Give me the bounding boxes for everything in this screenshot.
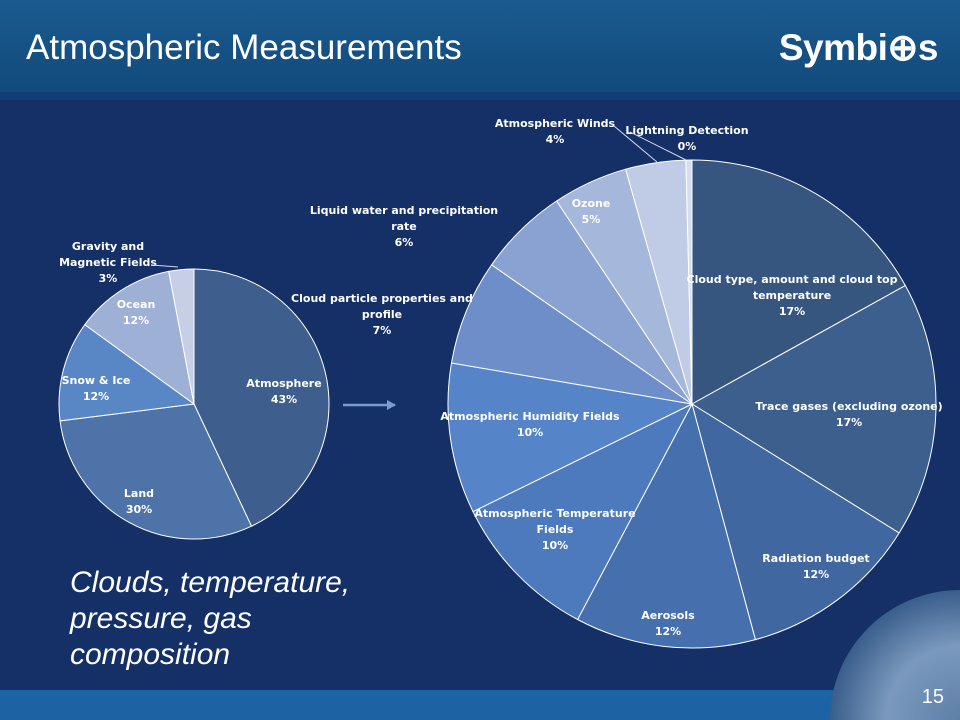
pie1-slice-2 (58, 323, 196, 422)
pie1-slice-1 (59, 403, 253, 540)
pie1-slice-3 (84, 270, 195, 406)
pie2-slice-2 (691, 402, 900, 641)
pie2-slice-5 (447, 362, 694, 513)
pie2-label-5: Atmospheric Humidity Fields 10% (440, 410, 620, 439)
pie2-label-4: Atmospheric Temperature Fields 10% (474, 507, 635, 552)
slide-caption: Clouds, temperature, pressure, gas compo… (70, 566, 351, 671)
pie2-label-10: Lightning Detection 0% (625, 124, 748, 153)
chart-labels: Atmosphere 43% Land 30% Snow & Ice 12% Ocean 12… (59, 117, 943, 638)
pie1-label-2: Snow & Ice 12% (62, 374, 131, 403)
pie2-label-3: Aerosols 12% (641, 609, 695, 638)
pie2-label-9: Atmospheric Winds 4% (495, 117, 616, 146)
slide-number: 15 (921, 686, 944, 708)
pie2-label-2: Radiation budget 12% (762, 552, 869, 581)
pie2-label-8: Ozone 5% (572, 197, 611, 226)
pie2-label-7: Liquid water and precipitation rate 6% (310, 204, 498, 249)
pie2-slice-4 (472, 402, 694, 621)
header-divider (0, 92, 960, 100)
leader-line-1 (613, 125, 658, 163)
pie1-label-0: Atmosphere 43% (246, 377, 321, 406)
pie2-label-1: Trace gases (excluding ozone) 17% (755, 400, 942, 429)
pie1-slice-4 (168, 268, 195, 405)
footer-bar (0, 690, 960, 720)
pie1-label-1: Land 30% (124, 487, 154, 516)
pie1-label-4: Gravity and Magnetic Fields 3% (59, 240, 157, 285)
pie-chart-large (447, 159, 937, 649)
slide-header (0, 0, 960, 92)
pie2-slice-0 (691, 159, 906, 405)
pie2-label-6: Cloud particle properties and profile 7% (291, 292, 473, 337)
slide-title: Atmospheric Measurements (26, 28, 462, 67)
pie2-slice-6 (450, 264, 693, 405)
leader-line-0 (151, 264, 179, 268)
pie2-slice-3 (576, 402, 757, 649)
brand-logo: Symbi⊕s (778, 27, 939, 68)
arrow-icon (343, 400, 396, 410)
pie1-slice-0 (193, 268, 330, 527)
pie2-slice-1 (691, 284, 937, 534)
pie1-label-3: Ocean 12% (117, 298, 156, 327)
pie2-label-0: Cloud type, amount and cloud top temperat… (687, 273, 898, 318)
leader-line-2 (629, 131, 687, 161)
pie-chart-small (58, 268, 330, 540)
